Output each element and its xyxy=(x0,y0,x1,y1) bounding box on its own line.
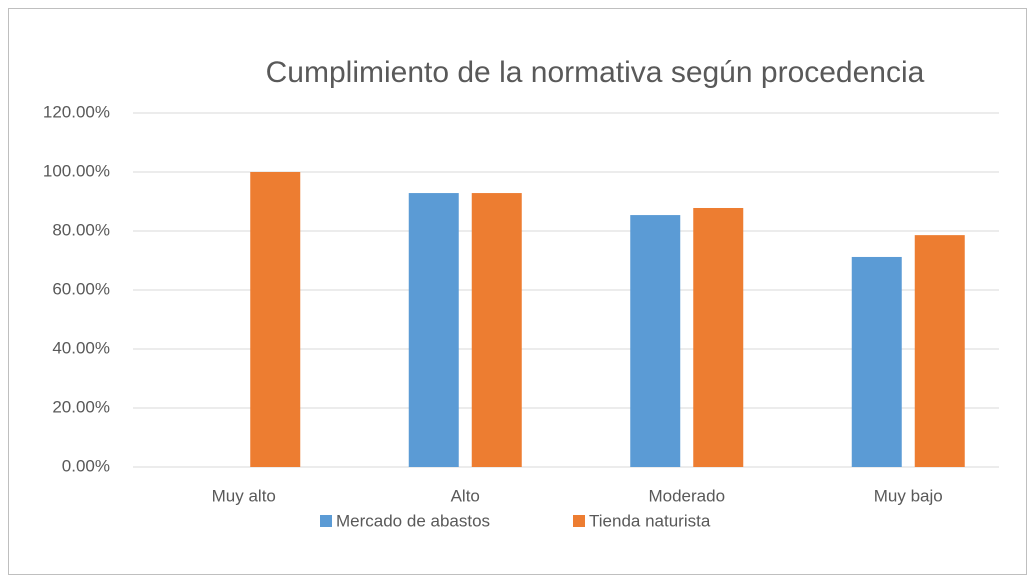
x-tick-label: Muy alto xyxy=(212,486,276,505)
bar xyxy=(471,193,522,468)
y-tick-label: 60.00% xyxy=(52,279,110,298)
y-tick-label: 40.00% xyxy=(52,338,110,357)
y-tick-label: 20.00% xyxy=(52,397,110,416)
legend-label: Tienda naturista xyxy=(589,511,711,530)
y-tick-label: 120.00% xyxy=(43,102,110,121)
legend-swatch xyxy=(573,515,585,527)
y-tick-label: 100.00% xyxy=(43,161,110,180)
y-tick-label: 80.00% xyxy=(52,220,110,239)
x-tick-label: Muy bajo xyxy=(874,486,943,505)
bar xyxy=(630,215,681,467)
legend-swatch xyxy=(320,515,332,527)
x-tick-label: Moderado xyxy=(648,486,725,505)
bar xyxy=(914,235,965,467)
bar xyxy=(408,193,459,468)
y-tick-label: 0.00% xyxy=(62,456,110,475)
bar xyxy=(693,207,744,468)
chart-title: Cumplimiento de la normativa según proce… xyxy=(266,56,925,89)
legend-label: Mercado de abastos xyxy=(336,511,490,530)
bar xyxy=(851,256,902,467)
bar xyxy=(250,172,301,467)
x-tick-label: Alto xyxy=(451,486,480,505)
